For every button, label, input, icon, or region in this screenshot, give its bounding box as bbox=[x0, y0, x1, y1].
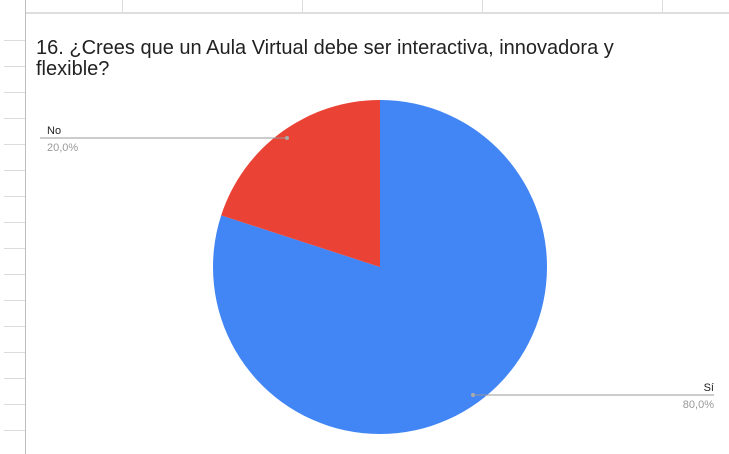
pie-slice bbox=[221, 100, 380, 267]
slice-label: No bbox=[47, 125, 61, 137]
leader-dot bbox=[471, 393, 475, 397]
sheet-grid bbox=[4, 0, 729, 454]
slice-value-label: 20,0% bbox=[47, 142, 78, 154]
chart-title: 16. ¿Crees que un Aula Virtual debe ser … bbox=[36, 37, 614, 80]
slice-value-label: 80,0% bbox=[683, 399, 714, 411]
pie-slice bbox=[213, 100, 548, 435]
leader-dot bbox=[285, 136, 289, 140]
slice-label: Sí bbox=[704, 382, 714, 394]
